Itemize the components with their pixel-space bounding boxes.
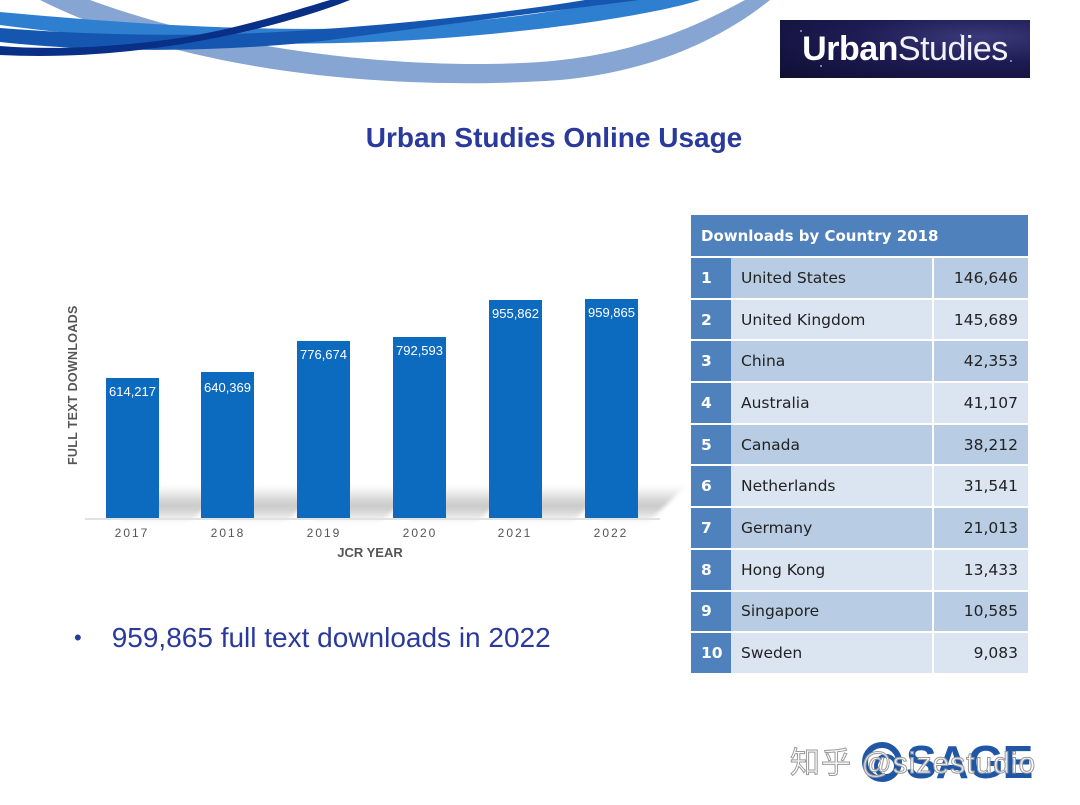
rank-cell: 3	[691, 340, 731, 384]
country-cell: Sweden	[731, 632, 934, 675]
country-cell: United States	[731, 257, 934, 300]
downloads-cell: 21,013	[933, 507, 1028, 550]
table-row: 3 China 42,353	[691, 340, 1028, 384]
logo-bold-text: Urban	[802, 29, 898, 68]
downloads-cell: 38,212	[933, 423, 1028, 467]
x-axis-label: JCR YEAR	[337, 545, 403, 560]
bar-value-label: 776,674	[300, 347, 347, 362]
bar-2020: 792,593	[393, 337, 446, 518]
x-tick-label: 2017	[114, 526, 150, 540]
y-axis-label: FULL TEXT DOWNLOADS	[66, 305, 80, 465]
sage-wordmark: SAGE	[906, 736, 1033, 788]
table-row: 5 Canada 38,212	[691, 423, 1028, 467]
bar-value-label: 614,217	[109, 384, 156, 399]
x-tick-label: 2022	[593, 526, 629, 540]
table-row: 7 Germany 21,013	[691, 507, 1028, 550]
logo-light-text: Studies	[897, 29, 1008, 68]
x-axis-line	[85, 518, 660, 520]
downloads-cell: 10,585	[933, 590, 1028, 634]
page-title: Urban Studies Online Usage	[365, 122, 743, 153]
table-row: 4 Australia 41,107	[691, 382, 1028, 425]
rank-cell: 4	[691, 382, 731, 425]
sage-globe-icon	[862, 742, 902, 782]
bullet-dot-icon: •	[74, 625, 82, 650]
bar-value-label: 959,865	[588, 305, 635, 320]
table-row: 6 Netherlands 31,541	[691, 465, 1028, 509]
decorative-wave-banner	[0, 0, 770, 84]
rank-cell: 10	[691, 632, 731, 675]
table-row: 2 United Kingdom 145,689	[691, 298, 1028, 342]
downloads-cell: 145,689	[933, 298, 1028, 342]
downloads-cell: 146,646	[933, 257, 1028, 300]
downloads-cell: 13,433	[933, 548, 1028, 592]
country-cell: Hong Kong	[731, 548, 934, 592]
table-title: Downloads by Country 2018	[691, 215, 1028, 258]
summary-text: 959,865 full text downloads in 2022	[111, 622, 551, 653]
downloads-cell: 42,353	[933, 340, 1028, 384]
x-tick-label: 2019	[306, 526, 342, 540]
bar-2021: 955,862	[489, 300, 542, 518]
sage-publisher-logo: SAGE	[862, 735, 1033, 789]
x-tick-label: 2020	[402, 526, 438, 540]
country-cell: Australia	[731, 382, 934, 425]
rank-cell: 5	[691, 423, 731, 467]
bar-value-label: 792,593	[396, 343, 443, 358]
bar-2017: 614,217	[106, 378, 159, 518]
table-row: 10 Sweden 9,083	[691, 632, 1028, 675]
downloads-cell: 9,083	[933, 632, 1028, 675]
bar-2022: 959,865	[585, 299, 638, 518]
downloads-by-country-table: Downloads by Country 2018 1 United States…	[691, 215, 1028, 675]
bar-2019: 776,674	[297, 341, 350, 518]
table-row: 8 Hong Kong 13,433	[691, 548, 1028, 592]
summary-bullet: • 959,865 full text downloads in 2022	[74, 622, 551, 654]
country-cell: Singapore	[731, 590, 934, 634]
country-cell: Netherlands	[731, 465, 934, 509]
rank-cell: 8	[691, 548, 731, 592]
country-cell: China	[731, 340, 934, 384]
downloads-cell: 41,107	[933, 382, 1028, 425]
table-row: 9 Singapore 10,585	[691, 590, 1028, 634]
rank-cell: 2	[691, 298, 731, 342]
country-cell: United Kingdom	[731, 298, 934, 342]
x-tick-label: 2018	[210, 526, 246, 540]
urban-studies-logo: Urban Studies	[780, 20, 1030, 78]
bar-2018: 640,369	[201, 372, 254, 518]
downloads-cell: 31,541	[933, 465, 1028, 509]
bar-value-label: 640,369	[204, 380, 251, 395]
country-cell: Germany	[731, 507, 934, 550]
rank-cell: 7	[691, 507, 731, 550]
table-row: 1 United States 146,646	[691, 257, 1028, 300]
rank-cell: 9	[691, 590, 731, 634]
rank-cell: 6	[691, 465, 731, 509]
x-tick-label: 2021	[497, 526, 533, 540]
country-cell: Canada	[731, 423, 934, 467]
bar-value-label: 955,862	[492, 306, 539, 321]
watermark-text: 知乎 @sizestudio	[789, 747, 1037, 781]
rank-cell: 1	[691, 257, 731, 300]
